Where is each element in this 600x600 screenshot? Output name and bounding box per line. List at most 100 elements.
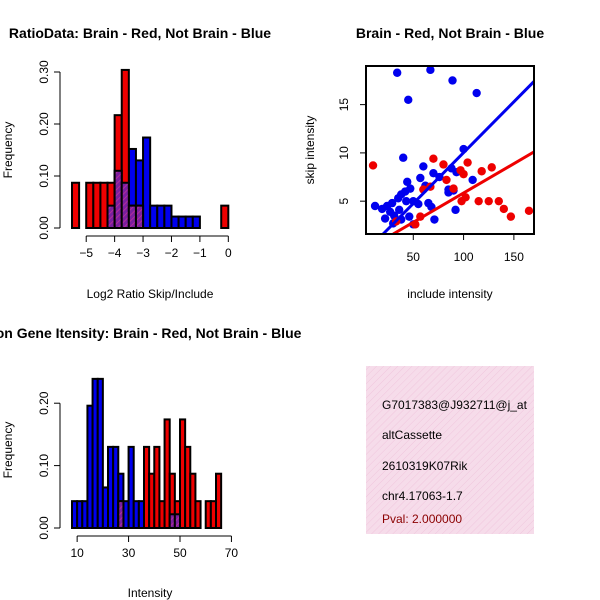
scatter-x-tick-label: 150 bbox=[504, 250, 524, 264]
ratio-y-tick-label: 0.10 bbox=[37, 164, 51, 188]
intensity-histogram-panel: Exon Gene Itensity: Brain - Red, Not Bra… bbox=[0, 325, 302, 600]
scatter-y-tick-label: 15 bbox=[337, 98, 351, 112]
ratio-x-axis-label: Log2 Ratio Skip/Include bbox=[87, 287, 214, 301]
intensity-x-tick-label: 30 bbox=[122, 546, 136, 560]
scatter-point-red bbox=[524, 206, 534, 216]
intensity-y-tick-label: 0.10 bbox=[37, 454, 51, 478]
ratio-bar-red bbox=[71, 181, 81, 229]
scatter-point-blue bbox=[399, 153, 408, 162]
ratio-histogram-panel: RatioData: Brain - Red, Not Brain - Blue… bbox=[1, 25, 271, 301]
scatter-point-red bbox=[506, 212, 516, 221]
ratio-bar-red bbox=[99, 181, 109, 229]
ratio-x-tick-label: 0 bbox=[225, 246, 232, 260]
intensity-bar-blue bbox=[96, 377, 104, 530]
scatter-point-blue bbox=[419, 162, 428, 171]
ratio-bar-blue bbox=[163, 204, 173, 229]
ratio-chart-title: RatioData: Brain - Red, Not Brain - Blue bbox=[9, 25, 271, 41]
intensity-bar-red bbox=[153, 445, 161, 530]
intensity-y-axis-label: Frequency bbox=[1, 422, 15, 479]
ratio-bar-overlap bbox=[127, 204, 137, 229]
ratio-bar-red bbox=[220, 204, 230, 229]
scatter-point-blue bbox=[468, 175, 477, 185]
ratio-y-tick-label: 0.00 bbox=[37, 216, 51, 240]
ratio-x-tick-label: −1 bbox=[193, 246, 207, 260]
fit-line-blue bbox=[382, 80, 534, 234]
intensity-bar-red bbox=[215, 472, 223, 530]
info-line-gene: 2610319K07Rik bbox=[382, 459, 468, 473]
scatter-y-tick-label: 10 bbox=[337, 146, 351, 160]
ratio-bar-blue bbox=[142, 136, 152, 230]
scatter-panel: Brain - Red, Not Brain - Blue include in… bbox=[303, 25, 544, 301]
scatter-point-blue bbox=[402, 196, 411, 206]
ratio-bar-red bbox=[92, 181, 102, 229]
scatter-point-red bbox=[499, 204, 509, 214]
scatter-point-red bbox=[484, 196, 493, 206]
intensity-plot-area: 10 30 50 70 0.00 0.10 0.20 bbox=[37, 377, 239, 560]
ratio-bar-blue bbox=[184, 215, 194, 229]
intensity-x-tick-label: 70 bbox=[225, 546, 239, 560]
intensity-chart-title: Exon Gene Itensity: Brain - Red, Not Bra… bbox=[0, 325, 302, 341]
scatter-point-blue bbox=[426, 66, 435, 75]
info-pval: Pval: 2.000000 bbox=[382, 512, 462, 526]
scatter-point-blue bbox=[392, 68, 402, 77]
ratio-bar-overlap bbox=[106, 204, 116, 229]
scatter-point-red bbox=[477, 167, 486, 176]
scatter-chart-title: Brain - Red, Not Brain - Blue bbox=[356, 25, 544, 41]
scatter-frame bbox=[365, 65, 535, 235]
ratio-bar-red bbox=[85, 181, 95, 229]
ratio-bar-blue bbox=[191, 215, 201, 229]
scatter-point-red bbox=[487, 163, 496, 172]
intensity-x-axis-label: Intensity bbox=[128, 586, 173, 600]
intensity-bar-red bbox=[194, 500, 202, 529]
scatter-point-blue bbox=[451, 205, 460, 215]
scatter-point-blue bbox=[377, 204, 387, 214]
scatter-point-red bbox=[449, 184, 458, 193]
scatter-point-red bbox=[429, 154, 438, 163]
scatter-point-blue bbox=[429, 168, 438, 178]
scatter-point-blue bbox=[472, 88, 481, 98]
scatter-point-blue bbox=[405, 212, 414, 221]
scatter-point-red bbox=[494, 196, 503, 206]
ratio-bar-blue bbox=[177, 215, 187, 229]
intensity-bar-overlap bbox=[117, 500, 125, 529]
info-line-event-type: altCassette bbox=[382, 428, 442, 442]
info-line-id: G7017383@J932711@j_at bbox=[382, 398, 528, 412]
scatter-point-blue bbox=[393, 194, 403, 203]
info-text-clip: G7017383@J932711@j_at altCassette 261031… bbox=[382, 398, 528, 526]
intensity-x-tick-label: 50 bbox=[173, 546, 187, 560]
intensity-y-tick-label: 0.20 bbox=[37, 391, 51, 415]
intensity-bar-overlap bbox=[173, 513, 182, 529]
scatter-point-blue bbox=[403, 177, 412, 187]
ratio-bar-blue bbox=[170, 215, 180, 229]
ratio-x-tick-label: −3 bbox=[136, 246, 150, 260]
ratio-bar-overlap bbox=[113, 169, 123, 230]
scatter-point-red bbox=[439, 160, 448, 169]
ratio-bar-blue bbox=[156, 204, 166, 229]
scatter-point-red bbox=[442, 175, 451, 185]
intensity-bar-blue bbox=[127, 445, 135, 530]
scatter-point-blue bbox=[404, 95, 413, 104]
scatter-point-blue bbox=[380, 214, 390, 223]
ratio-y-tick-label: 0.20 bbox=[37, 112, 51, 136]
ratio-plot-area: −5 −4 −3 −2 −1 0 0.00 0.10 0.20 0.30 bbox=[37, 60, 232, 260]
scatter-point-blue bbox=[394, 205, 404, 215]
ratio-x-tick-label: −5 bbox=[79, 246, 93, 260]
scatter-point-blue bbox=[448, 76, 457, 85]
scatter-x-tick-label: 100 bbox=[454, 250, 474, 264]
info-panel: G7017383@J932711@j_at altCassette 261031… bbox=[366, 366, 534, 534]
scatter-point-red bbox=[459, 169, 468, 179]
scatter-point-blue bbox=[416, 173, 425, 183]
scatter-point-blue bbox=[370, 201, 380, 211]
scatter-point-red bbox=[474, 196, 483, 206]
scatter-plot-area: 50 100 150 5 10 15 bbox=[337, 65, 535, 264]
ratio-bar-blue bbox=[149, 204, 159, 229]
info-line-location: chr4.17063-1.7 bbox=[382, 489, 463, 503]
scatter-x-axis-label: include intensity bbox=[407, 287, 492, 301]
ratio-x-tick-label: −2 bbox=[165, 246, 179, 260]
intensity-y-tick-label: 0.00 bbox=[37, 516, 51, 540]
ratio-bar-overlap bbox=[134, 204, 145, 229]
ratio-y-tick-label: 0.30 bbox=[37, 60, 51, 84]
fit-line-red bbox=[392, 150, 534, 234]
scatter-x-tick-label: 50 bbox=[407, 250, 421, 264]
